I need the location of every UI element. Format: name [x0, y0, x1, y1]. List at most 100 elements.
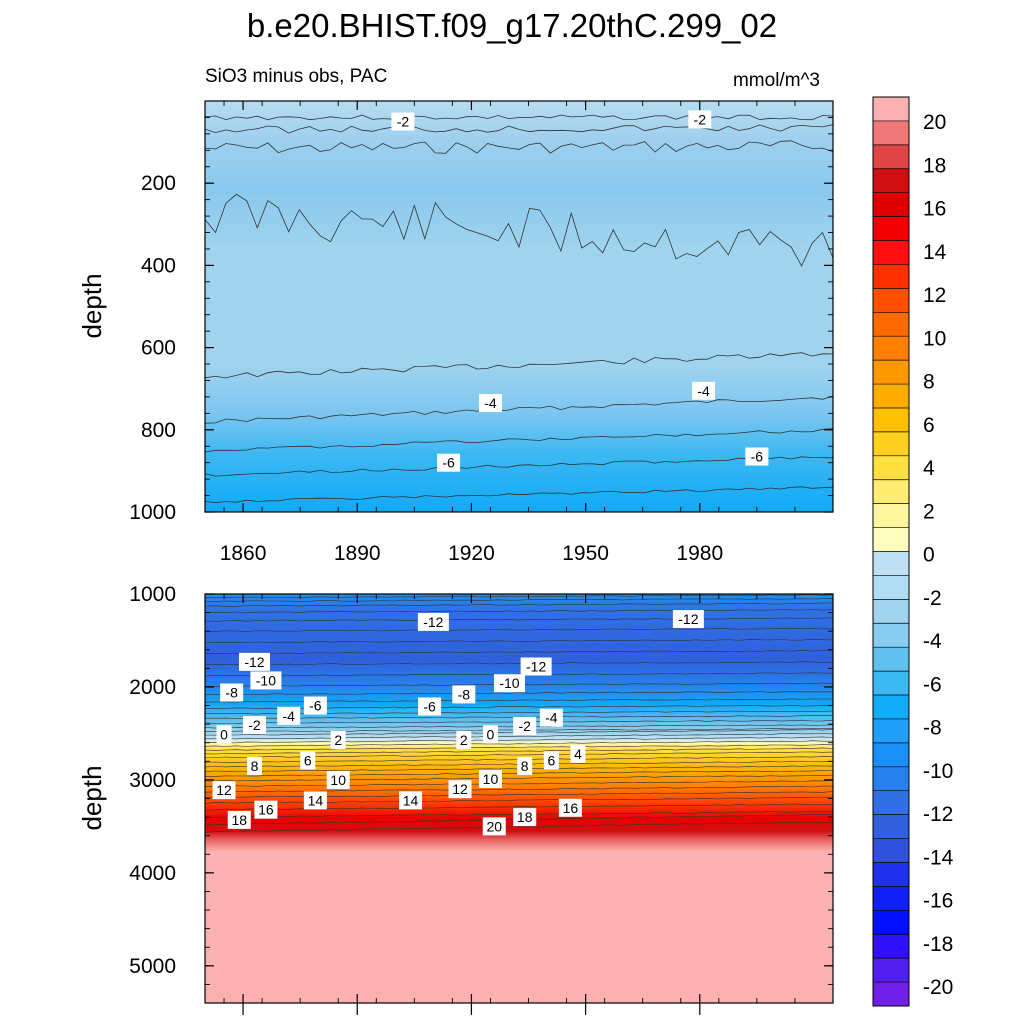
colorbar-label: 20 — [923, 111, 946, 134]
colorbar-label: -10 — [923, 760, 953, 783]
colorbar-swatch — [873, 216, 909, 241]
contour-label-box — [391, 112, 415, 131]
contour-label-box — [227, 810, 251, 829]
colorbar-label: -14 — [923, 846, 954, 869]
colorbar-swatch — [873, 934, 909, 959]
colorbar-label: 14 — [923, 241, 947, 264]
contour-line — [204, 736, 834, 744]
contour-label: -2 — [248, 717, 261, 733]
contour-label-box — [513, 808, 537, 827]
colorbar-swatch — [873, 384, 909, 409]
y-tick-label: 600 — [141, 337, 176, 360]
contour-label-box — [212, 781, 236, 800]
x-tick-label: 1950 — [562, 542, 609, 565]
y-tick-label: 1000 — [129, 583, 176, 606]
lower-contour-labels: -12 -12 -12 -12 -10 -10 -8 -8 -6 -6 -4 -4 -2 -2 0 0 2 2 4 6… — [212, 610, 704, 836]
contour-label-box — [520, 657, 552, 676]
contour-label-box — [478, 394, 502, 413]
contour-line — [204, 774, 834, 782]
colorbar-label: -18 — [923, 933, 953, 956]
contour-line — [204, 638, 834, 644]
contour-label-box — [330, 730, 346, 749]
contour-line — [204, 140, 834, 154]
contour-line — [204, 114, 834, 121]
contour-line — [204, 661, 834, 666]
y-tick-label: 1000 — [129, 501, 176, 524]
contour-line — [204, 395, 834, 424]
y-tick-label: 2000 — [129, 676, 176, 699]
contour-label: 10 — [483, 771, 499, 787]
contour-label: -6 — [423, 698, 436, 714]
y-tick-label: 200 — [141, 172, 176, 195]
contour-label-box — [418, 697, 442, 716]
contour-label: 20 — [486, 818, 502, 834]
contour-label: 16 — [563, 800, 579, 816]
colorbar-swatch — [873, 168, 909, 193]
subtitle-left: SiO3 minus obs, PAC — [205, 66, 387, 87]
colorbar-swatch — [873, 623, 909, 648]
upper-contour-lines — [204, 114, 834, 504]
colorbar-label: -8 — [923, 717, 942, 740]
contour-label: 14 — [308, 792, 324, 808]
colorbar-swatch — [873, 862, 909, 887]
colorbar-label: -4 — [923, 630, 942, 653]
contour-label-box — [238, 652, 270, 671]
contour-label: -12 — [244, 654, 264, 670]
colorbar-label: 16 — [923, 198, 946, 221]
colorbar-swatch — [873, 455, 909, 481]
y-tick-label: 4000 — [129, 862, 176, 885]
contour-line — [204, 456, 833, 477]
contour-label-box — [456, 730, 472, 749]
contour-label: -4 — [545, 710, 558, 726]
contour-label: 0 — [487, 726, 495, 742]
contour-label: 16 — [258, 802, 274, 818]
contour-label-box — [303, 696, 327, 715]
contour-label-box — [478, 769, 502, 788]
contour-label-box — [448, 780, 472, 799]
contour-label-box — [482, 817, 506, 836]
contour-line — [204, 124, 834, 134]
contour-line — [204, 821, 834, 833]
lower-y-axis-label: depth — [77, 765, 107, 830]
x-tick-label: 1890 — [334, 542, 381, 565]
upper-contour-labels: -2 -2 -4 -4 -6 -6 — [391, 110, 769, 472]
contour-label-box — [437, 453, 461, 472]
colorbar: 20181614121086420-2-4-6-8-10-12-14-16-18… — [872, 96, 954, 1007]
colorbar-swatch — [873, 742, 909, 768]
colorbar-swatch — [873, 838, 909, 863]
contour-label-box — [570, 744, 586, 763]
upper-panel: -2 -2 -4 -4 -6 -6 200 400 600 800 1000 depth — [77, 100, 834, 524]
colorbar-swatch — [873, 910, 909, 935]
contour-line — [204, 744, 834, 751]
contour-label-box — [216, 725, 232, 744]
colorbar-swatch — [873, 695, 909, 720]
contour-label-box — [672, 610, 704, 629]
contour-line — [204, 650, 834, 654]
colorbar-label: 6 — [923, 414, 935, 437]
contour-label: -12 — [423, 614, 443, 630]
contour-label: -10 — [256, 672, 276, 688]
contour-label-box — [539, 708, 563, 727]
colorbar-label: 2 — [923, 500, 935, 523]
colorbar-swatch — [873, 575, 909, 600]
contour-label: -4 — [484, 395, 497, 411]
contour-line — [204, 594, 834, 599]
colorbar-label: -20 — [923, 976, 953, 999]
contour-label: -6 — [442, 455, 455, 471]
colorbar-label: -12 — [923, 803, 953, 826]
contour-label: 14 — [403, 792, 419, 808]
chart-title: b.e20.BHIST.f09_g17.20thC.299_02 — [247, 7, 777, 44]
contour-label: 6 — [547, 752, 555, 768]
lower-panel-field — [205, 594, 833, 1003]
colorbar-swatch — [873, 647, 909, 672]
contour-label: 8 — [251, 758, 259, 774]
contour-line — [204, 627, 834, 632]
upper-axis-ticks: 200 400 600 800 1000 — [129, 100, 833, 524]
x-tick-label: 1860 — [220, 542, 267, 565]
colorbar-swatch — [873, 718, 909, 744]
contour-label-box — [692, 381, 716, 400]
contour-label: 18 — [231, 812, 247, 828]
colorbar-swatch — [873, 886, 909, 911]
